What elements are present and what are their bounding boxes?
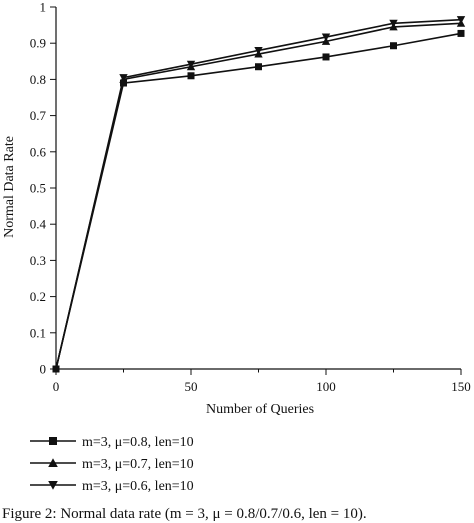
y-tick-label: 1: [40, 0, 47, 15]
y-tick-label: 0.9: [30, 36, 46, 51]
data-point: [255, 63, 262, 71]
series-line: [55, 22, 462, 370]
data-point: [119, 74, 128, 82]
series-lines: [52, 16, 466, 373]
y-tick-label: 0.3: [30, 253, 46, 268]
y-axis-label: Normal Data Rate: [2, 136, 17, 238]
data-point: [254, 46, 263, 55]
legend-marker: [49, 437, 57, 445]
data-point: [120, 79, 127, 87]
data-point: [389, 19, 398, 28]
legend-label: m=3, μ=0.6, len=10: [82, 479, 194, 494]
y-tick-label: 0.7: [30, 108, 47, 123]
series-line: [55, 18, 462, 370]
legend-marker: [48, 481, 58, 490]
data-point: [187, 72, 195, 80]
x-axis-label: Number of Queries: [206, 402, 314, 417]
x-tick-label: 150: [451, 379, 471, 394]
legend-marker: [48, 458, 58, 467]
series-line: [55, 32, 462, 370]
series-2: [52, 19, 466, 373]
x-axis-ticks: 0 50 100 150: [53, 369, 471, 394]
y-tick-label: 0.8: [30, 72, 46, 87]
data-point: [390, 42, 397, 50]
y-tick-label: 0: [40, 362, 47, 377]
y-tick-label: 0.6: [30, 144, 47, 159]
y-tick-label: 0.2: [30, 289, 46, 304]
legend-label: m=3, μ=0.8, len=10: [82, 435, 194, 450]
series-3: [52, 16, 466, 373]
figure-caption: Figure 2: Normal data rate (m = 3, μ = 0…: [2, 506, 367, 522]
data-point: [321, 33, 331, 42]
data-point: [186, 60, 196, 69]
data-point: [52, 365, 60, 373]
data-point: [456, 16, 466, 24]
x-tick-label: 0: [53, 379, 60, 394]
x-tick-label: 100: [316, 379, 336, 394]
legend-item: m=3, μ=0.8, len=10: [30, 435, 194, 450]
y-tick-label: 0.1: [30, 325, 46, 340]
legend-label: m=3, μ=0.7, len=10: [82, 457, 194, 472]
y-axis-ticks: 0 0.1 0.2 0.3 0.4 0.5 0.6 0.7 0.8 0.9 1: [30, 0, 56, 377]
y-tick-label: 0.4: [30, 217, 47, 232]
x-tick-label: 50: [185, 379, 198, 394]
data-point: [457, 29, 465, 37]
legend-item: m=3, μ=0.7, len=10: [30, 457, 194, 472]
plot-axes: [55, 7, 461, 370]
legend: m=3, μ=0.8, len=10 m=3, μ=0.7, len=10 m=3,…: [30, 435, 194, 494]
series-1: [52, 29, 465, 373]
legend-item: m=3, μ=0.6, len=10: [30, 479, 194, 494]
y-tick-label: 0.5: [30, 181, 46, 196]
data-point: [322, 53, 330, 61]
